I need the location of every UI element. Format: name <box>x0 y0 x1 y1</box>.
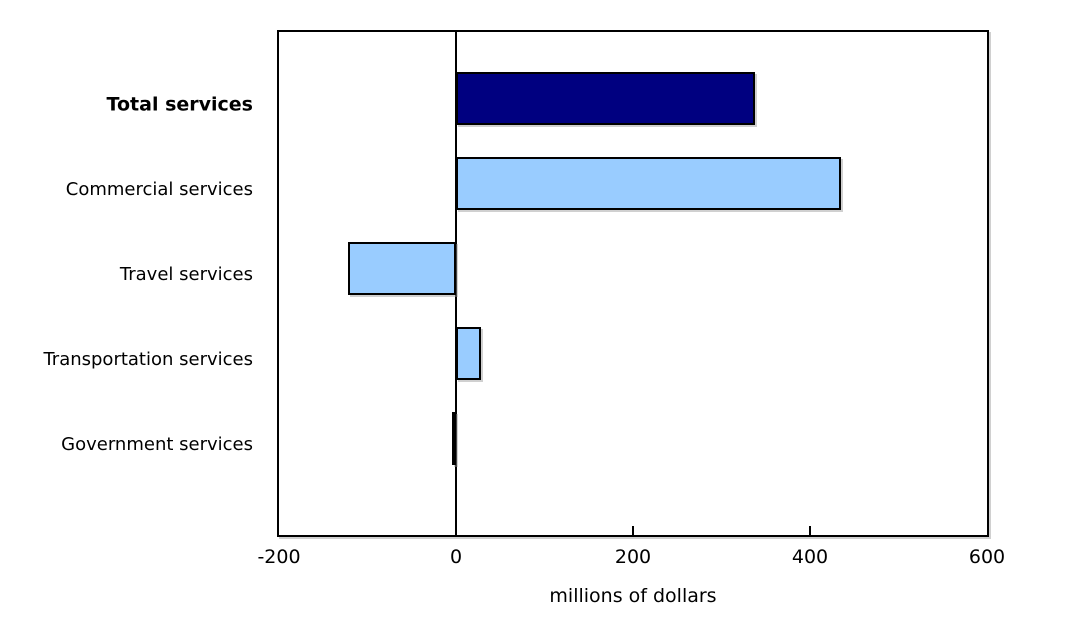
bar-total-services <box>456 71 756 125</box>
zero-axis-line <box>455 32 457 535</box>
x-tick-label-600: 600 <box>968 546 1006 568</box>
x-tick-label-200: 200 <box>614 546 652 568</box>
plot-area <box>277 30 989 537</box>
x-tick-label-0: 0 <box>449 546 463 568</box>
category-axis-labels: Total services Commercial services Travel … <box>0 30 253 537</box>
category-label-commercial-services: Commercial services <box>65 179 253 201</box>
bar-travel-services <box>348 241 456 295</box>
category-label-government-services: Government services <box>61 434 253 456</box>
bar-transportation-services <box>456 326 481 380</box>
x-axis-label: millions of dollars <box>549 585 717 607</box>
category-label-travel-services: Travel services <box>119 264 253 286</box>
bar-government-services <box>452 411 456 465</box>
x-tick-200 <box>632 526 634 535</box>
x-tick-label--200: -200 <box>257 546 301 568</box>
x-tick-label-400: 400 <box>791 546 829 568</box>
bar-commercial-services <box>456 156 841 210</box>
category-label-transportation-services: Transportation services <box>43 349 253 371</box>
x-tick-400 <box>809 526 811 535</box>
category-label-total-services: Total services <box>106 93 253 116</box>
